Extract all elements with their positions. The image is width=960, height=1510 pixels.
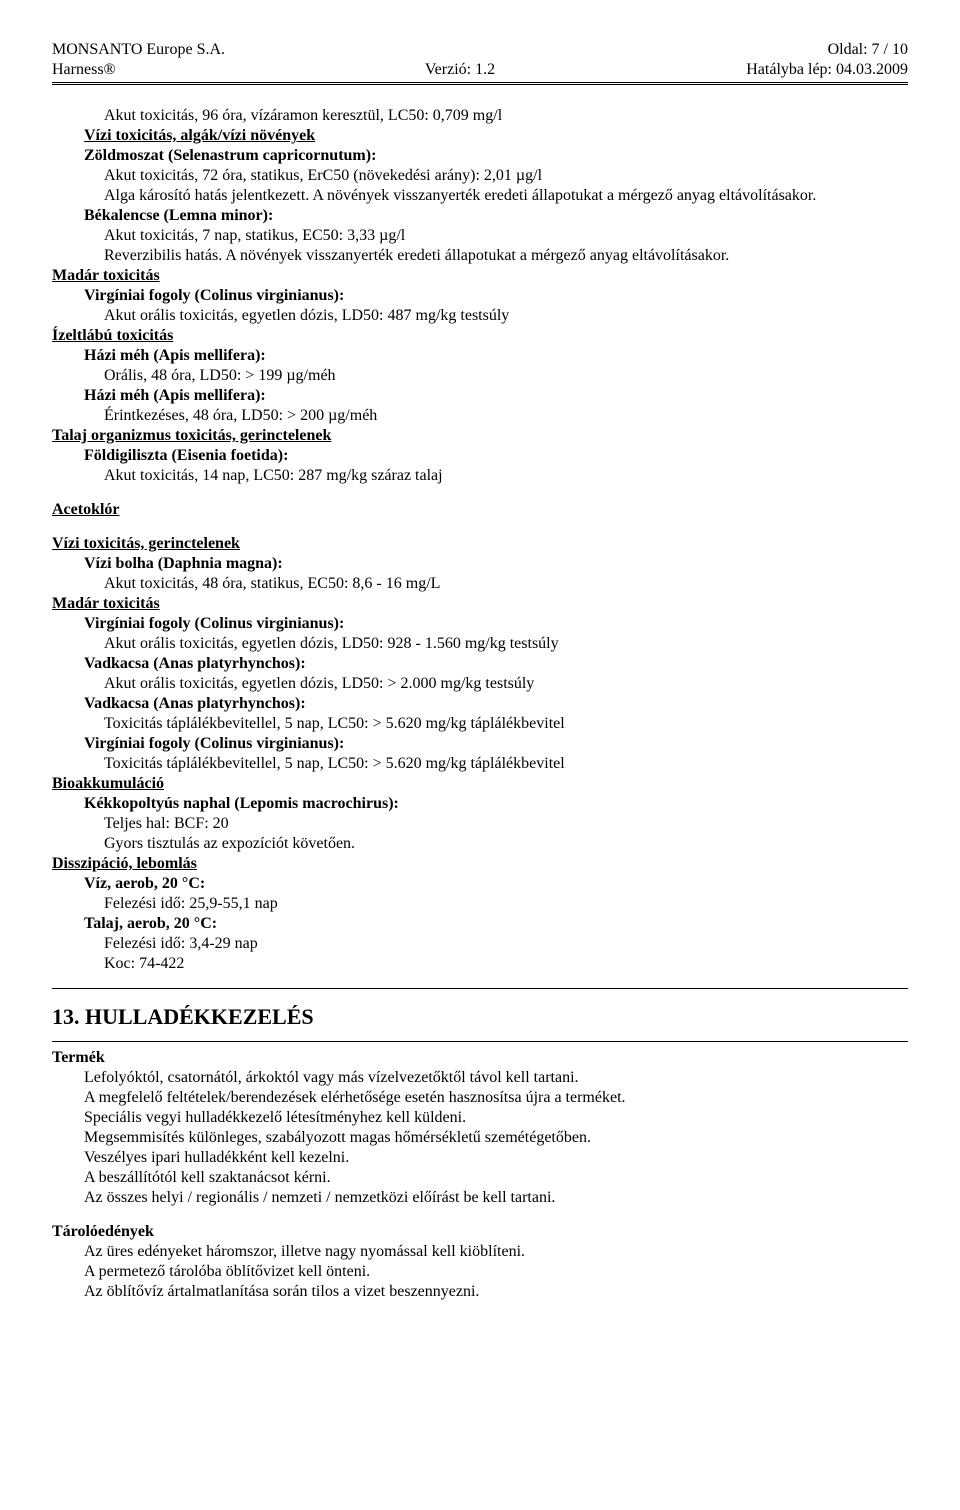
text-line: Az öblítővíz ártalmatlanítása során tilo… bbox=[52, 1282, 908, 1302]
text-line: Talaj, aerob, 20 °C: bbox=[52, 914, 908, 934]
text-line: Akut toxicitás, 48 óra, statikus, EC50: … bbox=[52, 574, 908, 594]
text-line: Békalencse (Lemna minor): bbox=[52, 206, 908, 226]
text-line: Toxicitás táplálékbevitellel, 5 nap, LC5… bbox=[52, 754, 908, 774]
text-line: Akut orális toxicitás, egyetlen dózis, L… bbox=[52, 674, 908, 694]
text-line: Kékkopoltyús naphal (Lepomis macrochirus… bbox=[52, 794, 908, 814]
text-line: Felezési idő: 25,9-55,1 nap bbox=[52, 894, 908, 914]
header-version: Verzió: 1.2 bbox=[272, 60, 648, 80]
header-divider bbox=[52, 82, 908, 88]
text-line: Speciális vegyi hulladékkezelő létesítmé… bbox=[52, 1108, 908, 1128]
heading-aquatic-algae: Vízi toxicitás, algák/vízi növények bbox=[52, 126, 908, 146]
text-line: Az üres edényeket háromszor, illetve nag… bbox=[52, 1242, 908, 1262]
text-line: A permetező tárolóba öblítővizet kell ön… bbox=[52, 1262, 908, 1282]
text-line: Akut orális toxicitás, egyetlen dózis, L… bbox=[52, 306, 908, 326]
text-line: Vízi bolha (Daphnia magna): bbox=[52, 554, 908, 574]
toxicity-block-a: Akut toxicitás, 96 óra, vízáramon keresz… bbox=[52, 106, 908, 486]
heading-dissipation: Disszipáció, lebomlás bbox=[52, 854, 908, 874]
section-divider-bottom bbox=[52, 1041, 908, 1042]
text-line: Vadkacsa (Anas platyrhynchos): bbox=[52, 654, 908, 674]
text-line: Akut toxicitás, 96 óra, vízáramon keresz… bbox=[52, 106, 908, 126]
text-line: Házi méh (Apis mellifera): bbox=[52, 386, 908, 406]
text-line: Megsemmisítés különleges, szabályozott m… bbox=[52, 1128, 908, 1148]
text-line: Alga károsító hatás jelentkezett. A növé… bbox=[52, 186, 908, 206]
header-effective: Hatályba lép: 04.03.2009 bbox=[648, 60, 908, 80]
heading-product: Termék bbox=[52, 1048, 908, 1068]
heading-acetoklor: Acetoklór bbox=[52, 500, 908, 520]
text-line: Orális, 48 óra, LD50: > 199 µg/méh bbox=[52, 366, 908, 386]
text-line: Akut toxicitás, 14 nap, LC50: 287 mg/kg … bbox=[52, 466, 908, 486]
text-line: A beszállítótól kell szaktanácsot kérni. bbox=[52, 1168, 908, 1188]
text-line: A megfelelő feltételek/berendezések elér… bbox=[52, 1088, 908, 1108]
heading-bird-tox: Madár toxicitás bbox=[52, 266, 908, 286]
text-line: Házi méh (Apis mellifera): bbox=[52, 346, 908, 366]
section-13-title: 13. HULLADÉKKEZELÉS bbox=[52, 1003, 908, 1031]
heading-bird-tox-b: Madár toxicitás bbox=[52, 594, 908, 614]
section-13-body: Termék Lefolyóktól, csatornától, árkoktó… bbox=[52, 1048, 908, 1208]
text-line: Akut orális toxicitás, egyetlen dózis, L… bbox=[52, 634, 908, 654]
text-line: Lefolyóktól, csatornától, árkoktól vagy … bbox=[52, 1068, 908, 1088]
text-line: Zöldmoszat (Selenastrum capricornutum): bbox=[52, 146, 908, 166]
text-line: Akut toxicitás, 7 nap, statikus, EC50: 3… bbox=[52, 226, 908, 246]
heading-soil-org-tox: Talaj organizmus toxicitás, gerinctelene… bbox=[52, 426, 908, 446]
toxicity-block-b: Vízi toxicitás, gerinctelenek Vízi bolha… bbox=[52, 534, 908, 974]
text-line: Akut toxicitás, 72 óra, statikus, ErC50 … bbox=[52, 166, 908, 186]
page-header: MONSANTO Europe S.A. Oldal: 7 / 10 Harne… bbox=[52, 40, 908, 88]
text-line: Virgíniai fogoly (Colinus virginianus): bbox=[52, 614, 908, 634]
heading-containers: Tárolóedények bbox=[52, 1222, 908, 1242]
text-line: Vadkacsa (Anas platyrhynchos): bbox=[52, 694, 908, 714]
header-company: MONSANTO Europe S.A. bbox=[52, 40, 225, 60]
text-line: Teljes hal: BCF: 20 bbox=[52, 814, 908, 834]
text-line: Virgíniai fogoly (Colinus virginianus): bbox=[52, 734, 908, 754]
text-line: Felezési idő: 3,4-29 nap bbox=[52, 934, 908, 954]
text-line: Az összes helyi / regionális / nemzeti /… bbox=[52, 1188, 908, 1208]
heading-arthropod-tox: Ízeltlábú toxicitás bbox=[52, 326, 908, 346]
text-line: Víz, aerob, 20 °C: bbox=[52, 874, 908, 894]
text-line: Koc: 74-422 bbox=[52, 954, 908, 974]
text-line: Gyors tisztulás az expozíciót követően. bbox=[52, 834, 908, 854]
text-line: Toxicitás táplálékbevitellel, 5 nap, LC5… bbox=[52, 714, 908, 734]
heading-bioaccum: Bioakkumuláció bbox=[52, 774, 908, 794]
text-line: Reverzibilis hatás. A növények visszanye… bbox=[52, 246, 908, 266]
section-13-containers: Tárolóedények Az üres edényeket háromszo… bbox=[52, 1222, 908, 1302]
text-line: Érintkezéses, 48 óra, LD50: > 200 µg/méh bbox=[52, 406, 908, 426]
header-page: Oldal: 7 / 10 bbox=[828, 40, 908, 60]
text-line: Veszélyes ipari hulladékként kell kezeln… bbox=[52, 1148, 908, 1168]
header-product: Harness® bbox=[52, 60, 272, 80]
heading-aquatic-invert: Vízi toxicitás, gerinctelenek bbox=[52, 534, 908, 554]
text-line: Földigiliszta (Eisenia foetida): bbox=[52, 446, 908, 466]
section-divider-top bbox=[52, 988, 908, 989]
text-line: Virgíniai fogoly (Colinus virginianus): bbox=[52, 286, 908, 306]
